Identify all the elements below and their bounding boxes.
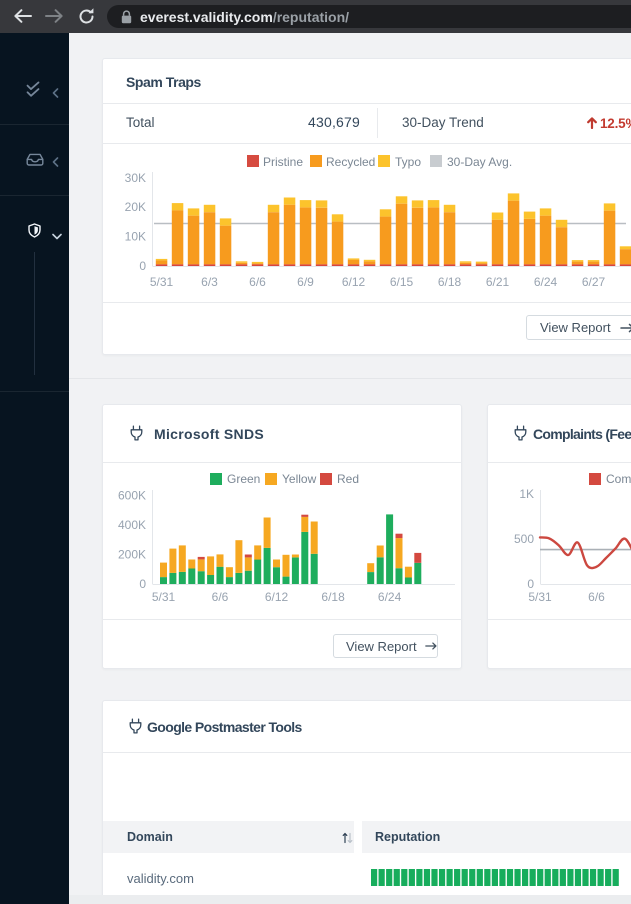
svg-text:600K: 600K <box>118 489 146 503</box>
svg-text:6/12: 6/12 <box>342 275 366 289</box>
svg-text:20K: 20K <box>125 200 146 214</box>
svg-text:10K: 10K <box>125 230 146 244</box>
svg-text:6/15: 6/15 <box>390 275 414 289</box>
svg-text:6/3: 6/3 <box>201 275 218 289</box>
svg-text:6/6: 6/6 <box>212 590 229 604</box>
svg-text:5/31: 5/31 <box>152 590 176 604</box>
svg-text:30K: 30K <box>125 171 146 185</box>
svg-text:6/21: 6/21 <box>486 275 510 289</box>
svg-text:Red: Red <box>337 472 359 486</box>
svg-text:5/31: 5/31 <box>150 275 174 289</box>
svg-text:5/31: 5/31 <box>528 590 552 604</box>
svg-text:6/24: 6/24 <box>378 590 402 604</box>
svg-text:400K: 400K <box>118 518 146 532</box>
svg-text:Green: Green <box>227 472 260 486</box>
svg-text:0: 0 <box>139 259 146 273</box>
svg-text:6/18: 6/18 <box>438 275 462 289</box>
svg-text:6/6: 6/6 <box>588 590 605 604</box>
svg-text:6/18: 6/18 <box>321 590 345 604</box>
svg-text:0: 0 <box>527 577 534 591</box>
svg-text:200K: 200K <box>118 548 146 562</box>
svg-text:6/6: 6/6 <box>249 275 266 289</box>
svg-text:500: 500 <box>514 532 534 546</box>
svg-text:6/9: 6/9 <box>297 275 314 289</box>
svg-text:0: 0 <box>139 577 146 591</box>
svg-text:Yellow: Yellow <box>282 472 317 486</box>
svg-text:6/24: 6/24 <box>534 275 558 289</box>
svg-text:Complaints: Complaints <box>606 472 631 486</box>
svg-text:1K: 1K <box>519 487 534 501</box>
svg-text:6/12: 6/12 <box>265 590 289 604</box>
svg-text:6/27: 6/27 <box>582 275 606 289</box>
